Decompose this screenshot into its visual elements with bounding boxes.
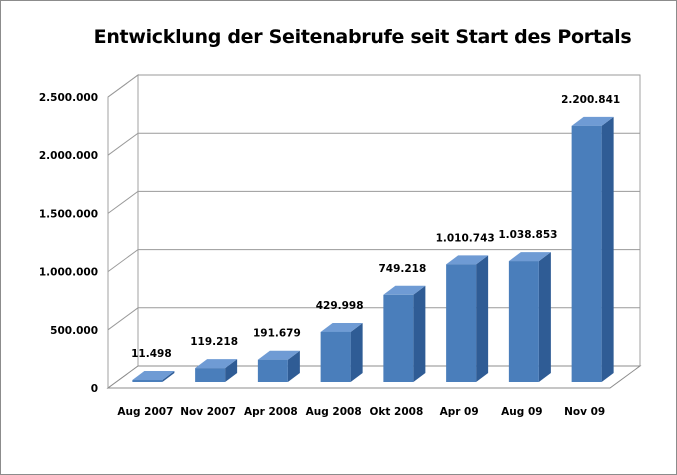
bar bbox=[320, 322, 363, 382]
x-axis-tick-labels: Aug 2007 Nov 2007 Apr 2008 Aug 2008 Okt 2008… bbox=[117, 406, 605, 418]
bar-top bbox=[383, 285, 426, 295]
bar bbox=[257, 350, 300, 382]
data-label: 191.679 bbox=[253, 328, 301, 340]
x-tick-label: Nov 2007 bbox=[180, 406, 236, 418]
bar-top bbox=[257, 350, 300, 360]
y-axis-tick-labels: 0 500.000 1.000.000 1.500.000 2.000.000 2.500… bbox=[39, 92, 98, 395]
x-tick-label: Apr 2008 bbox=[244, 406, 298, 418]
gridline bbox=[107, 190, 640, 214]
gridline bbox=[107, 74, 640, 98]
y-tick-label: 500.000 bbox=[50, 325, 98, 337]
bar-side bbox=[287, 350, 300, 382]
data-label: 119.218 bbox=[190, 336, 238, 348]
bar bbox=[195, 359, 238, 382]
plot-area bbox=[106, 74, 642, 389]
x-tick-label: Aug 2007 bbox=[117, 406, 173, 418]
x-tick-label: Okt 2008 bbox=[369, 406, 423, 418]
bar-side bbox=[413, 285, 426, 382]
bar-top bbox=[508, 252, 551, 262]
data-label: 749.218 bbox=[378, 263, 426, 275]
bar-top bbox=[195, 359, 238, 369]
y-tick-label: 2.000.000 bbox=[39, 150, 98, 162]
data-label: 429.998 bbox=[316, 300, 364, 312]
bar-side bbox=[476, 255, 489, 382]
data-label: 1.038.853 bbox=[498, 229, 557, 241]
bar-front bbox=[132, 380, 163, 382]
x-tick-label: Apr 09 bbox=[440, 406, 479, 418]
x-tick-label: Nov 09 bbox=[564, 406, 605, 418]
bar-front bbox=[257, 359, 288, 382]
bar-front bbox=[446, 264, 477, 382]
bar-side bbox=[538, 252, 551, 382]
x-tick-label: Aug 09 bbox=[501, 406, 542, 418]
y-tick-label: 1.500.000 bbox=[39, 208, 98, 220]
bar bbox=[571, 116, 614, 382]
y-tick-label: 0 bbox=[91, 383, 98, 395]
bar-side bbox=[162, 371, 175, 382]
x-tick-label: Aug 2008 bbox=[306, 406, 362, 418]
bar-side bbox=[350, 322, 363, 382]
bar bbox=[132, 371, 175, 382]
bar-top bbox=[320, 322, 363, 332]
floor bbox=[106, 365, 642, 389]
gridline bbox=[107, 132, 640, 156]
bar bbox=[446, 255, 489, 382]
side-wall bbox=[107, 74, 139, 389]
bar-front bbox=[508, 261, 539, 382]
data-labels: 11.498 119.218 191.679 429.998 749.218 1.010.… bbox=[131, 94, 620, 360]
data-label: 2.200.841 bbox=[561, 94, 620, 106]
bar-top bbox=[446, 255, 489, 265]
bar bbox=[508, 252, 551, 382]
data-label: 1.010.743 bbox=[436, 232, 495, 244]
bar-top bbox=[132, 371, 175, 380]
y-tick-label: 2.500.000 bbox=[39, 92, 98, 104]
bar-front bbox=[320, 331, 351, 382]
chart-title: Entwicklung der Seitenabrufe seit Start … bbox=[93, 26, 632, 48]
bar bbox=[383, 285, 426, 382]
bar-side bbox=[601, 116, 614, 382]
bar-side bbox=[225, 359, 238, 382]
gridlines bbox=[107, 74, 640, 331]
gridline bbox=[107, 249, 640, 273]
bar-front bbox=[383, 294, 414, 382]
y-tick-label: 1.000.000 bbox=[39, 267, 98, 279]
data-label: 11.498 bbox=[131, 348, 172, 360]
bar-front bbox=[571, 125, 602, 382]
bars bbox=[132, 116, 614, 382]
bar-front bbox=[195, 368, 226, 382]
bar-top bbox=[571, 116, 614, 126]
